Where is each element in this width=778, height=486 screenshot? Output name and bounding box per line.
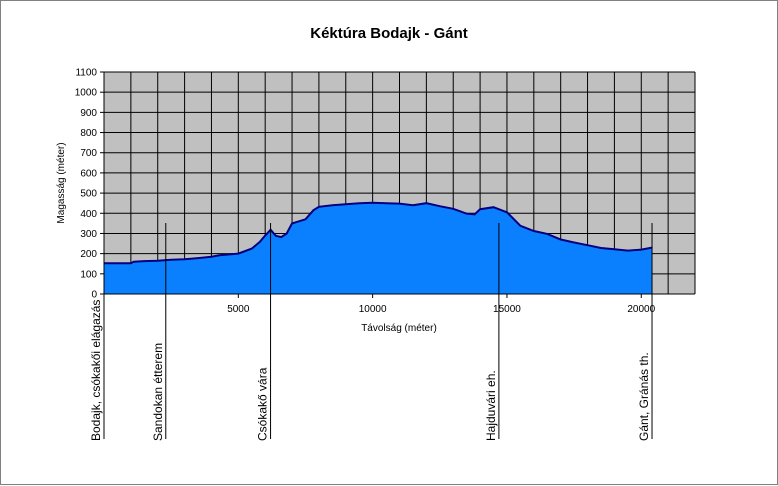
data-point <box>627 250 629 252</box>
data-point <box>573 241 575 244</box>
data-point <box>251 247 253 250</box>
data-point <box>479 208 481 210</box>
y-tick-label: 100 <box>80 269 97 280</box>
marker-label: Hajduvári eh. <box>484 370 498 441</box>
data-point <box>345 203 347 205</box>
data-point <box>210 256 213 258</box>
y-tick-label: 900 <box>80 108 97 119</box>
y-tick-label: 0 <box>91 290 97 301</box>
x-tick-labels: 5000 10000 15000 20000 <box>227 304 655 315</box>
y-tick-label: 1100 <box>75 68 97 79</box>
data-point <box>132 261 135 263</box>
data-point <box>291 222 293 224</box>
data-point <box>560 238 562 241</box>
data-point <box>170 259 172 261</box>
y-tick-label: 300 <box>80 229 97 240</box>
data-point <box>275 235 277 237</box>
y-tick-label: 1000 <box>75 88 98 99</box>
data-point <box>452 208 454 210</box>
marker-label: Bodajk, csókakői elágazás <box>89 300 103 441</box>
y-tick-label: 700 <box>80 148 97 159</box>
data-point <box>492 206 495 208</box>
data-point <box>439 205 441 207</box>
data-point <box>312 209 315 211</box>
x-tick-label: 15000 <box>493 304 521 315</box>
elevation-area <box>104 202 652 294</box>
marker-label: Csókakő vára <box>256 367 270 441</box>
data-point <box>286 232 288 235</box>
y-axis-label: Magasság (méter) <box>56 142 67 223</box>
marker-label: Sandokan étterem <box>151 343 165 441</box>
data-point <box>533 230 535 232</box>
waypoint-markers: Bodajk, csókakői elágazás Sandokan éttere… <box>89 223 653 441</box>
y-tick-labels: 0 100 200 300 400 500 600 700 800 900 1000 1100 <box>75 68 98 301</box>
x-tick-label: 5000 <box>227 304 250 315</box>
data-point <box>280 236 282 238</box>
x-tick-label: 20000 <box>627 304 655 315</box>
data-point <box>412 204 414 206</box>
data-point <box>640 249 642 251</box>
data-point <box>183 258 186 260</box>
data-point <box>197 257 199 259</box>
data-point <box>474 213 476 215</box>
data-point <box>506 211 508 213</box>
data-point <box>318 206 320 208</box>
data-point <box>264 234 266 237</box>
data-point <box>237 253 239 255</box>
x-axis-label: Távolság (méter) <box>361 323 437 334</box>
y-tick-label: 400 <box>80 209 97 220</box>
data-point <box>613 248 616 250</box>
y-tick-label: 800 <box>80 128 97 139</box>
y-tick-label: 500 <box>80 189 97 200</box>
data-point <box>586 244 589 246</box>
data-point <box>372 202 374 204</box>
data-point <box>425 202 427 204</box>
data-point <box>304 218 307 220</box>
data-point <box>259 241 261 243</box>
data-point <box>466 213 468 215</box>
data-point <box>157 260 159 262</box>
data-point <box>385 202 387 204</box>
data-point <box>143 260 145 262</box>
x-tick-label: 10000 <box>359 304 387 315</box>
chart-title: Kéktúra Bodajk - Gánt <box>310 25 468 42</box>
data-point <box>218 254 221 256</box>
y-tick-label: 200 <box>80 249 97 260</box>
data-point <box>130 262 132 264</box>
marker-label: Gánt, Gránás th. <box>637 352 651 441</box>
data-point <box>331 204 333 206</box>
data-point <box>546 233 548 235</box>
data-point <box>519 225 521 227</box>
y-tick-label: 600 <box>80 168 97 179</box>
data-point <box>398 202 401 205</box>
data-point <box>358 202 360 204</box>
data-point <box>600 247 602 249</box>
